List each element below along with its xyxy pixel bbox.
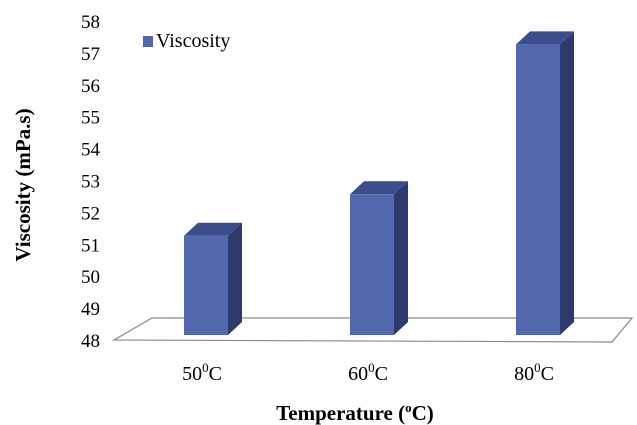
bar-top: [516, 31, 574, 45]
y-tick-label: 49: [81, 299, 100, 320]
floor-plane: [111, 317, 634, 343]
bar-front: [184, 235, 228, 335]
y-tick-label: 57: [81, 44, 100, 65]
x-axis-title-main: Temperature (: [276, 401, 405, 425]
bar: [184, 222, 242, 335]
bar: [516, 31, 574, 336]
y-tick-label: 54: [81, 140, 101, 161]
bar: [350, 181, 408, 335]
y-axis-title: Viscosity (mPa.s): [11, 108, 35, 261]
x-axis-title-sup: o: [405, 400, 412, 415]
bar-side: [228, 222, 242, 335]
legend-swatch: [143, 36, 153, 47]
y-tick-label: 55: [81, 108, 100, 129]
y-tick-label: 50: [81, 267, 100, 288]
x-axis-title-end: C): [412, 401, 434, 425]
bar-front: [350, 194, 394, 335]
y-tick-label: 56: [81, 76, 100, 97]
y-tick-label: 53: [81, 172, 100, 193]
x-tick-label: 600C: [348, 360, 388, 385]
bar-side: [560, 31, 574, 336]
bar-top: [350, 181, 408, 195]
y-tick-label: 52: [81, 203, 100, 224]
bar-front: [516, 44, 560, 335]
legend-label: Viscosity: [156, 30, 230, 52]
y-tick-label: 58: [81, 12, 100, 33]
y-tick-label: 51: [81, 235, 100, 256]
legend: Viscosity: [143, 30, 230, 52]
x-axis-title: Temperature (oC): [276, 400, 434, 425]
bar-top: [184, 222, 242, 236]
x-tick-label: 500C: [182, 360, 222, 385]
bar-side: [394, 181, 408, 335]
x-tick-label: 800C: [514, 360, 554, 385]
y-tick-label: 48: [81, 331, 100, 352]
